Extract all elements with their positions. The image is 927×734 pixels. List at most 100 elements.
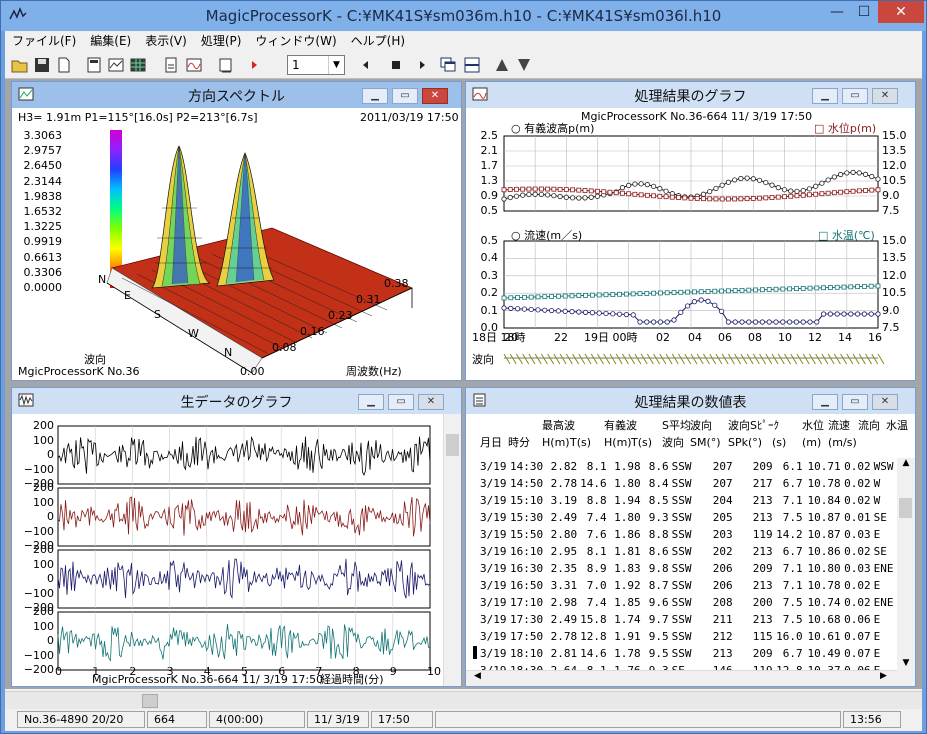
raw-minimize-button[interactable]: ▁ [358,394,384,410]
menu-process[interactable]: 処理(P) [200,34,242,48]
top-right-tick: 9.0 [882,189,900,202]
wave-dir-arrow [634,353,642,365]
series-point [746,319,752,325]
print-icon[interactable] [217,56,235,74]
table-hscroll-left[interactable]: ◀ [474,671,481,681]
minimize-button[interactable]: — [830,4,844,20]
results-minimize-button[interactable]: ▁ [812,88,838,104]
table-row[interactable]: 3/19 16:50 3.31 7.0 1.92 8.7 SSW 206 213 7.1 10.78… [480,577,904,594]
spectrum-title-bar[interactable]: 方向スペクトル ▁ ▭ ✕ [12,82,461,108]
raw-close-button[interactable]: ✕ [418,394,444,410]
menu-view[interactable]: 表示(V) [145,34,187,48]
table-cell: 3/19 [480,562,507,575]
series-point [535,307,541,313]
menu-help[interactable]: ヘルプ(H) [350,34,406,48]
table-row[interactable]: 3/19 15:10 3.19 8.8 1.94 8.5 SSW 204 213 7.1 10.84… [480,492,904,509]
table-cell: 10.87 [807,511,841,524]
grid-icon[interactable] [129,56,147,74]
prev-icon[interactable] [357,56,375,74]
raw-title-bar[interactable]: 生データのグラフ ▁ ▭ ✕ [12,388,461,414]
wave-dir-arrow [734,353,742,365]
table-minimize-button[interactable]: ▁ [812,394,838,410]
main-hscroll-thumb[interactable] [142,694,158,708]
raw-maximize-button[interactable]: ▭ [388,394,414,410]
report-icon[interactable] [163,56,181,74]
table-vscroll-down[interactable]: ▼ [902,658,910,668]
series-point [807,192,812,198]
menu-window[interactable]: ウィンドウ(W) [255,34,337,48]
menu-file[interactable]: ファイル(F) [12,34,77,48]
spectrum-close-button[interactable]: ✕ [422,88,448,104]
table-row[interactable]: 3/19 17:30 2.49 15.8 1.74 9.7 SSW 211 213 7.5 10.6… [480,611,904,628]
table-cell: 213 [712,647,733,660]
table-row[interactable]: 3/19 16:30 2.35 8.9 1.83 9.8 SSW 206 209 7.1 10.80… [480,560,904,577]
main-hscroll[interactable] [5,691,922,709]
menu-edit[interactable]: 編集(E) [90,34,132,48]
table-vscroll-thumb[interactable] [899,498,912,518]
table-cell: 10.68 [807,613,841,626]
raw-data-window[interactable]: 生データのグラフ ▁ ▭ ✕ 200 100 0 −100 −200 200 100 0 −10… [11,387,462,687]
series-point [780,319,786,325]
results-title-bar[interactable]: 処理結果のグラフ ▁ ▭ ✕ [466,82,915,108]
series-point [725,319,731,325]
spectrum-window[interactable]: 方向スペクトル ▁ ▭ ✕ H3= 1.91m P1=115°[16.0s] P… [11,81,462,381]
wave-dir-arrow [709,353,717,365]
spectrum-maximize-button[interactable]: ▭ [392,88,418,104]
close-button[interactable]: ✕ [878,1,924,23]
table-window-icon [473,393,486,407]
results-close-button[interactable]: ✕ [872,88,898,104]
table-close-button[interactable]: ✕ [872,394,898,410]
save-icon[interactable] [33,56,51,74]
numeric-table-window[interactable]: 処理結果の数値表 ▁ ▭ ✕ 最高波 有義波 S平均 波向 波向Sﾋﾟｰｸ 水位 流速 流向水… [465,387,916,687]
table-cell: 6.7 [782,647,803,660]
cascade-windows-icon[interactable] [439,56,457,74]
table-row[interactable]: 3/19 15:30 2.49 7.4 1.80 9.3 SSW 205 213 7.5 10.87… [480,509,904,526]
open-folder-icon[interactable] [11,56,29,74]
series-point [763,179,769,186]
maximize-button[interactable]: ☐ [857,4,871,20]
bot-left-tick: 0.2 [480,286,499,300]
table-maximize-button[interactable]: ▭ [842,394,868,410]
down-triangle-icon[interactable] [515,56,533,74]
stop-icon[interactable] [387,56,405,74]
table-hscroll-right[interactable]: ▶ [880,671,887,681]
run-arrow-icon[interactable] [245,56,263,74]
series-point [520,192,526,198]
series-point [576,195,582,201]
raw-vscroll-thumb[interactable] [446,434,459,456]
series-point [838,189,844,195]
table-row[interactable]: 3/19 15:50 2.80 7.6 1.86 8.8 SSW 203 119 14.2 10.8… [480,526,904,543]
title-bar[interactable]: MagicProcessorK - C:¥MK41S¥sm036m.h10 - … [1,1,926,31]
raw-chart [57,425,431,671]
new-document-icon[interactable] [55,56,73,74]
next-icon[interactable] [413,56,431,74]
table-head2-cell: H(m) [604,436,632,449]
table-row[interactable]: 3/19 18:10 2.81 14.6 1.78 9.5 SSW 213 209 6.7 10.4… [480,645,904,662]
scale-tick: 0.0000 [23,281,63,294]
tile-windows-icon[interactable] [463,56,481,74]
calculator-icon[interactable] [85,56,103,74]
table-row[interactable]: 3/19 14:50 2.78 14.6 1.80 8.4 SSW 207 217 6.7 10.7… [480,475,904,492]
table-hscroll[interactable]: ◀ ▶ [466,670,897,686]
table-cell: 213 [752,545,773,558]
results-maximize-button[interactable]: ▭ [842,88,868,104]
series-point [651,193,657,199]
spectrum-minimize-button[interactable]: ▁ [362,88,388,104]
table-vscroll[interactable]: ▲ ▼ [897,458,915,686]
channel-select[interactable]: 1 ▼ [287,55,345,75]
table-row[interactable]: 3/19 17:10 2.98 7.4 1.85 9.6 SSW 208 200 7.5 10.74… [480,594,904,611]
series-point [542,307,548,313]
chart-sheet-icon[interactable] [107,56,125,74]
table-row[interactable]: 3/19 17:50 2.78 12.8 1.91 9.5 SSW 212 115 16.0 10.… [480,628,904,645]
table-title-bar[interactable]: 処理結果の数値表 ▁ ▭ ✕ [466,388,915,414]
table-vscroll-up[interactable]: ▲ [902,458,910,468]
table-row[interactable]: 3/19 14:30 2.82 8.1 1.98 8.6 SSW 207 209 6.1 10.71… [480,458,904,475]
raw-vscroll[interactable] [443,414,461,686]
graph-icon[interactable] [185,56,203,74]
table-row[interactable]: 3/19 16:10 2.95 8.1 1.81 8.6 SSW 202 213 6.7 10.86… [480,543,904,560]
series-point [713,196,719,202]
table-cell: 10.74 [807,596,841,609]
up-triangle-icon[interactable] [493,56,511,74]
results-graph-window[interactable]: 処理結果のグラフ ▁ ▭ ✕ MgicProcessorK No.36-664 … [465,81,916,381]
series-point [555,308,562,314]
